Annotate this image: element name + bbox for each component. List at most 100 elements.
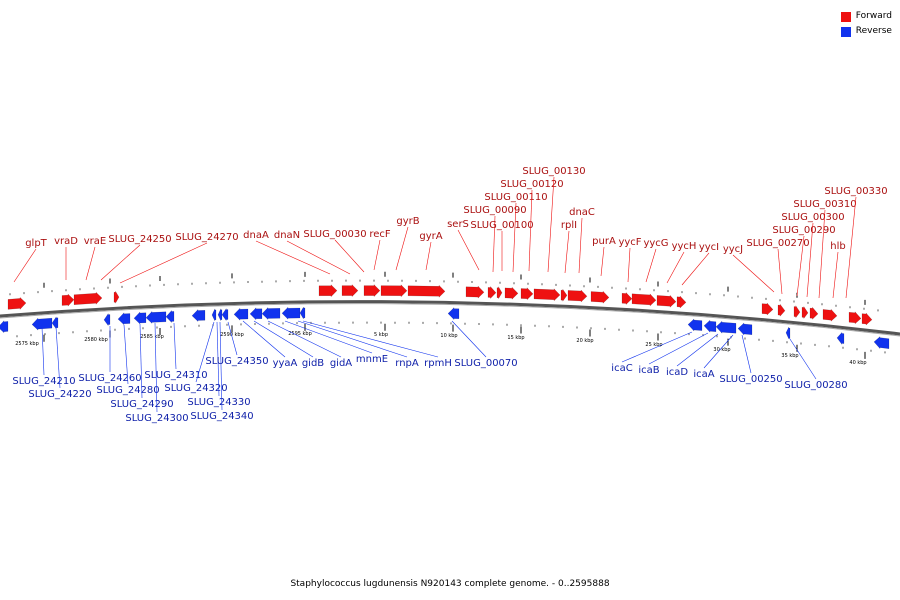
forward-gene-arrow bbox=[61, 293, 75, 307]
forward-label-leader bbox=[100, 244, 141, 281]
forward-gene-arrow bbox=[809, 306, 819, 320]
reverse-gene-arrow bbox=[211, 308, 217, 322]
reverse-label-slug-24210: SLUG_24210 bbox=[12, 376, 75, 387]
forward-label-leader bbox=[777, 248, 783, 295]
tick-label-30-kbp: 30 kbp bbox=[713, 347, 730, 353]
forward-label-dnaa: dnaA bbox=[243, 230, 269, 241]
reverse-label-leader bbox=[173, 322, 177, 370]
forward-label-leader bbox=[492, 215, 496, 273]
reverse-label-slug-24300: SLUG_24300 bbox=[125, 413, 188, 424]
reverse-label-rpmh: rpmH bbox=[424, 358, 452, 369]
forward-label-leader bbox=[578, 217, 583, 274]
forward-label-slug-00270: SLUG_00270 bbox=[746, 238, 809, 249]
reverse-label-slug-00280: SLUG_00280 bbox=[784, 380, 847, 391]
forward-gene-arrow bbox=[520, 287, 534, 301]
tick-label-15-kbp: 15 kbp bbox=[507, 335, 524, 341]
reverse-gene-arrow bbox=[687, 318, 703, 332]
forward-gene-arrow bbox=[504, 286, 519, 300]
reverse-gene-arrow bbox=[261, 306, 281, 321]
reverse-label-slug-24290: SLUG_24290 bbox=[110, 399, 173, 410]
forward-label-slug-00110: SLUG_00110 bbox=[484, 192, 547, 203]
reverse-gene-arrow bbox=[51, 316, 59, 330]
forward-label-leader bbox=[119, 242, 208, 284]
forward-gene-arrow bbox=[676, 295, 687, 309]
forward-label-leader bbox=[528, 189, 533, 272]
reverse-label-gida: gidA bbox=[330, 358, 352, 369]
reverse-label-rnpa: rnpA bbox=[395, 358, 419, 369]
reverse-label-leader bbox=[195, 321, 215, 383]
reverse-gene-arrow bbox=[103, 312, 111, 327]
caption: Staphylococcus lugdunensis N920143 compl… bbox=[290, 579, 610, 589]
forward-label-slug-00090: SLUG_00090 bbox=[463, 205, 526, 216]
forward-label-yycf: yycF bbox=[618, 237, 641, 248]
forward-label-leader bbox=[681, 252, 710, 286]
forward-swatch-icon bbox=[840, 11, 851, 22]
reverse-gene-arrow bbox=[281, 306, 301, 320]
reverse-gene-arrow bbox=[117, 312, 131, 326]
reverse-label-leader bbox=[55, 326, 61, 389]
forward-label-leader bbox=[425, 241, 432, 271]
forward-label-leader bbox=[457, 229, 480, 271]
reverse-label-slug-24320: SLUG_24320 bbox=[164, 383, 227, 394]
forward-label-yych: yycH bbox=[672, 241, 697, 252]
reverse-label-slug-24330: SLUG_24330 bbox=[187, 397, 250, 408]
forward-gene-arrow bbox=[777, 303, 786, 317]
reverse-gene-arrow bbox=[145, 310, 167, 324]
forward-label-hlb: hlb bbox=[830, 241, 845, 252]
forward-label-slug-00100: SLUG_00100 bbox=[470, 220, 533, 231]
forward-gene-arrow bbox=[73, 291, 103, 305]
forward-label-gyrb: gyrB bbox=[396, 216, 419, 227]
forward-label-leader bbox=[600, 246, 605, 277]
forward-gene-arrow bbox=[621, 291, 633, 306]
forward-label-leader bbox=[796, 235, 805, 297]
forward-label-vrae: vraE bbox=[84, 236, 106, 247]
reverse-gene-arrow bbox=[31, 317, 53, 331]
reverse-gene-arrow bbox=[0, 320, 9, 334]
forward-gene-arrow bbox=[861, 312, 873, 326]
forward-label-sers: serS bbox=[447, 219, 469, 230]
forward-label-leader bbox=[818, 209, 826, 299]
reverse-gene-arrow bbox=[299, 306, 306, 320]
reverse-label-icac: icaC bbox=[611, 363, 632, 374]
forward-label-yyci: yycI bbox=[699, 242, 719, 253]
forward-gene-arrow bbox=[496, 285, 503, 300]
forward-gene-arrow bbox=[631, 293, 657, 307]
reverse-label-gidb: gidB bbox=[302, 358, 324, 369]
forward-label-slug-00120: SLUG_00120 bbox=[500, 179, 563, 190]
reverse-gene-arrow bbox=[221, 307, 229, 322]
forward-label-vrad: vraD bbox=[54, 236, 78, 247]
forward-gene-arrow bbox=[487, 285, 497, 300]
reverse-gene-arrow bbox=[836, 331, 845, 346]
reverse-gene-arrow bbox=[233, 307, 249, 321]
forward-label-leader bbox=[666, 251, 685, 284]
reverse-label-leader bbox=[267, 320, 342, 358]
legend-reverse: Reverse bbox=[840, 24, 892, 39]
reverse-label-leader bbox=[621, 331, 693, 363]
forward-gene-arrow bbox=[761, 302, 774, 316]
forward-label-glpt: glpT bbox=[25, 238, 47, 249]
forward-label-leader bbox=[645, 248, 657, 283]
reverse-label-leader bbox=[219, 321, 223, 411]
forward-gene-arrow bbox=[7, 296, 27, 311]
reverse-label-yyaa: yyaA bbox=[273, 358, 298, 369]
forward-gene-arrow bbox=[113, 290, 120, 305]
tick-label-35-kbp: 35 kbp bbox=[781, 353, 798, 359]
reverse-label-leader bbox=[253, 320, 314, 358]
reverse-label-icad: icaD bbox=[666, 367, 688, 378]
reverse-label-leader bbox=[741, 334, 752, 374]
forward-label-leader bbox=[627, 247, 631, 283]
forward-gene-arrow bbox=[533, 288, 561, 302]
forward-label-dnac: dnaC bbox=[569, 207, 595, 218]
forward-gene-arrow bbox=[822, 308, 838, 322]
reverse-label-leader bbox=[216, 321, 220, 397]
forward-gene-arrow bbox=[801, 305, 809, 320]
forward-label-slug-24250: SLUG_24250 bbox=[108, 234, 171, 245]
forward-label-slug-00130: SLUG_00130 bbox=[522, 166, 585, 177]
reverse-label-leader bbox=[451, 320, 487, 358]
forward-label-slug-00310: SLUG_00310 bbox=[793, 199, 856, 210]
reverse-label-leader bbox=[297, 320, 408, 358]
reverse-label-icaa: icaA bbox=[693, 369, 714, 380]
forward-gene-arrow bbox=[465, 285, 485, 299]
